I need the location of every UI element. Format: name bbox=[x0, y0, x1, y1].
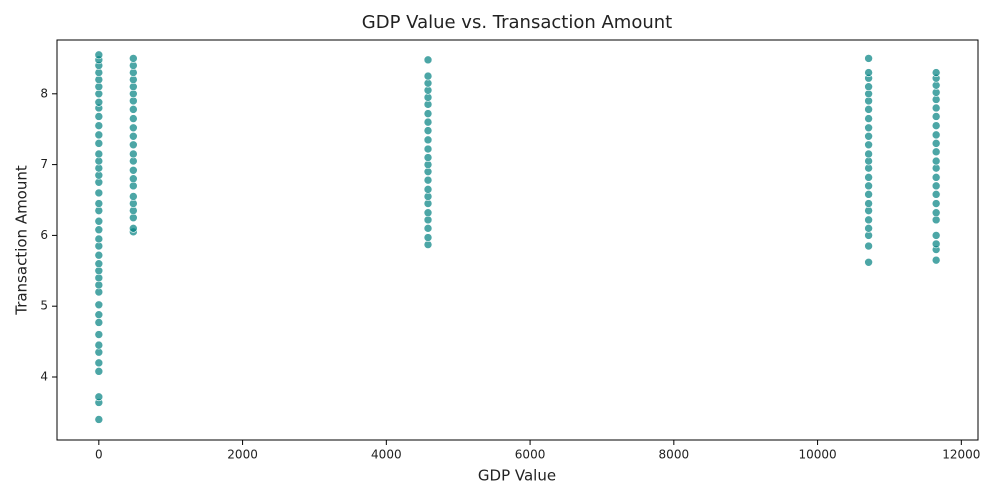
point bbox=[931, 112, 941, 121]
point bbox=[423, 55, 433, 65]
point bbox=[94, 234, 104, 244]
point bbox=[129, 131, 138, 141]
point bbox=[864, 224, 873, 233]
chart-title: GDP Value vs. Transaction Amount bbox=[362, 12, 672, 33]
point bbox=[423, 224, 433, 233]
point bbox=[931, 208, 941, 218]
point bbox=[864, 123, 873, 133]
point bbox=[423, 117, 433, 127]
point bbox=[864, 241, 873, 251]
point bbox=[94, 358, 104, 368]
point bbox=[423, 208, 433, 218]
point bbox=[129, 140, 138, 150]
x-axis-label: GDP Value bbox=[478, 467, 556, 485]
point bbox=[129, 165, 138, 175]
point bbox=[94, 98, 104, 107]
point bbox=[129, 123, 138, 133]
point bbox=[129, 114, 138, 123]
point bbox=[931, 255, 941, 265]
point bbox=[129, 149, 138, 159]
point bbox=[129, 174, 138, 184]
point bbox=[94, 50, 104, 60]
y-tick-label: 8 bbox=[40, 86, 48, 100]
point bbox=[864, 82, 873, 92]
point bbox=[864, 215, 873, 225]
point bbox=[864, 199, 873, 208]
point bbox=[864, 140, 873, 150]
x-tick-label: 12000 bbox=[942, 448, 980, 462]
point bbox=[931, 147, 941, 157]
point bbox=[94, 330, 104, 339]
point bbox=[94, 149, 104, 159]
point bbox=[94, 250, 104, 260]
point bbox=[423, 175, 433, 185]
point bbox=[931, 68, 941, 77]
point bbox=[931, 231, 941, 240]
point bbox=[864, 190, 873, 199]
y-tick-label: 5 bbox=[40, 299, 48, 313]
point bbox=[423, 233, 433, 242]
point bbox=[94, 121, 104, 130]
point bbox=[931, 130, 941, 140]
y-tick-label: 4 bbox=[40, 369, 48, 383]
plot-frame bbox=[56, 39, 979, 441]
point bbox=[423, 153, 433, 162]
point bbox=[931, 139, 941, 148]
point bbox=[864, 181, 873, 191]
point bbox=[423, 185, 433, 194]
point bbox=[129, 105, 138, 114]
point bbox=[864, 114, 873, 123]
point bbox=[94, 392, 104, 402]
point bbox=[931, 121, 941, 130]
point bbox=[423, 135, 433, 145]
point bbox=[423, 109, 433, 118]
point bbox=[94, 130, 104, 140]
point bbox=[931, 239, 941, 249]
point bbox=[931, 199, 941, 208]
point bbox=[129, 224, 138, 233]
point bbox=[864, 149, 873, 159]
point bbox=[129, 54, 138, 63]
point bbox=[864, 131, 873, 141]
point bbox=[931, 173, 941, 182]
x-tick-label: 10000 bbox=[798, 448, 836, 462]
point bbox=[94, 318, 104, 327]
point bbox=[864, 54, 873, 63]
point bbox=[94, 112, 104, 121]
y-axis-label: Transaction Amount bbox=[13, 165, 31, 316]
point bbox=[931, 190, 941, 199]
point bbox=[94, 367, 104, 376]
point bbox=[864, 258, 873, 267]
point bbox=[864, 105, 873, 114]
x-tick-label: 4000 bbox=[371, 448, 402, 462]
point bbox=[423, 71, 433, 81]
point bbox=[864, 68, 873, 77]
point bbox=[94, 199, 104, 208]
x-tick-label: 6000 bbox=[515, 448, 546, 462]
point bbox=[94, 259, 104, 269]
point bbox=[94, 300, 104, 310]
point bbox=[94, 216, 104, 226]
x-tick-label: 0 bbox=[95, 448, 103, 462]
point bbox=[423, 126, 433, 135]
point bbox=[931, 103, 941, 113]
point bbox=[931, 181, 941, 191]
point bbox=[94, 415, 104, 424]
point bbox=[94, 139, 104, 148]
point bbox=[94, 225, 104, 235]
point bbox=[94, 188, 104, 198]
point bbox=[94, 340, 104, 350]
y-tick-label: 6 bbox=[40, 228, 48, 242]
point bbox=[129, 192, 138, 201]
x-tick-label: 8000 bbox=[659, 448, 690, 462]
point bbox=[864, 173, 873, 182]
point bbox=[931, 156, 941, 166]
y-tick-label: 7 bbox=[40, 157, 48, 171]
point bbox=[423, 144, 433, 154]
x-tick-label: 2000 bbox=[227, 448, 258, 462]
point bbox=[94, 310, 104, 319]
